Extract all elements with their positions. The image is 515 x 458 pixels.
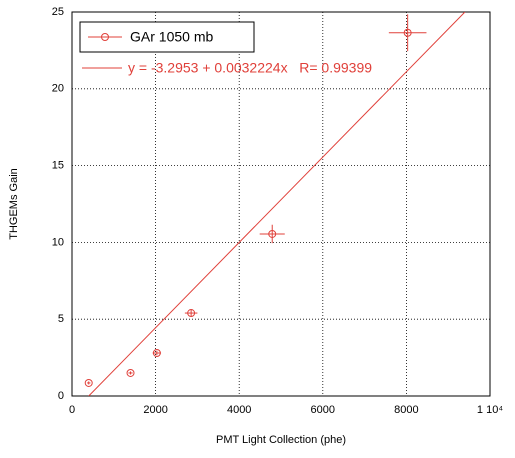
- x-tick-label: 4000: [227, 404, 251, 416]
- y-tick-label: 0: [58, 390, 64, 402]
- x-axis-label: PMT Light Collection (phe): [216, 434, 346, 446]
- data-point: [84, 378, 93, 387]
- fit-line: [88, 12, 466, 396]
- y-tick-label: 10: [52, 236, 64, 248]
- legend-marker: [101, 33, 109, 41]
- y-tick-label: 25: [52, 6, 64, 18]
- legend-label: GAr 1050 mb: [130, 29, 213, 45]
- y-tick-label: 15: [52, 160, 64, 172]
- data-point: [152, 348, 161, 357]
- x-tick-label: 1 10⁴: [477, 404, 503, 416]
- plot-frame: [71, 11, 491, 397]
- x-tick-label: 6000: [311, 404, 335, 416]
- y-tick-label: 5: [58, 313, 64, 325]
- y-tick-label: 20: [52, 83, 64, 95]
- x-tick-label: 2000: [143, 404, 167, 416]
- data-point: [187, 309, 196, 318]
- y-axis-label: THGEMs Gain: [8, 168, 20, 240]
- data-point: [126, 368, 135, 377]
- data-point: [403, 28, 412, 37]
- x-tick-label: 8000: [394, 404, 418, 416]
- plot-area: [84, 12, 466, 396]
- x-tick-label: 0: [69, 404, 75, 416]
- data-point: [268, 229, 277, 238]
- legend-label: y = -3.2953 + 0.0032224x R= 0.99399: [128, 60, 372, 76]
